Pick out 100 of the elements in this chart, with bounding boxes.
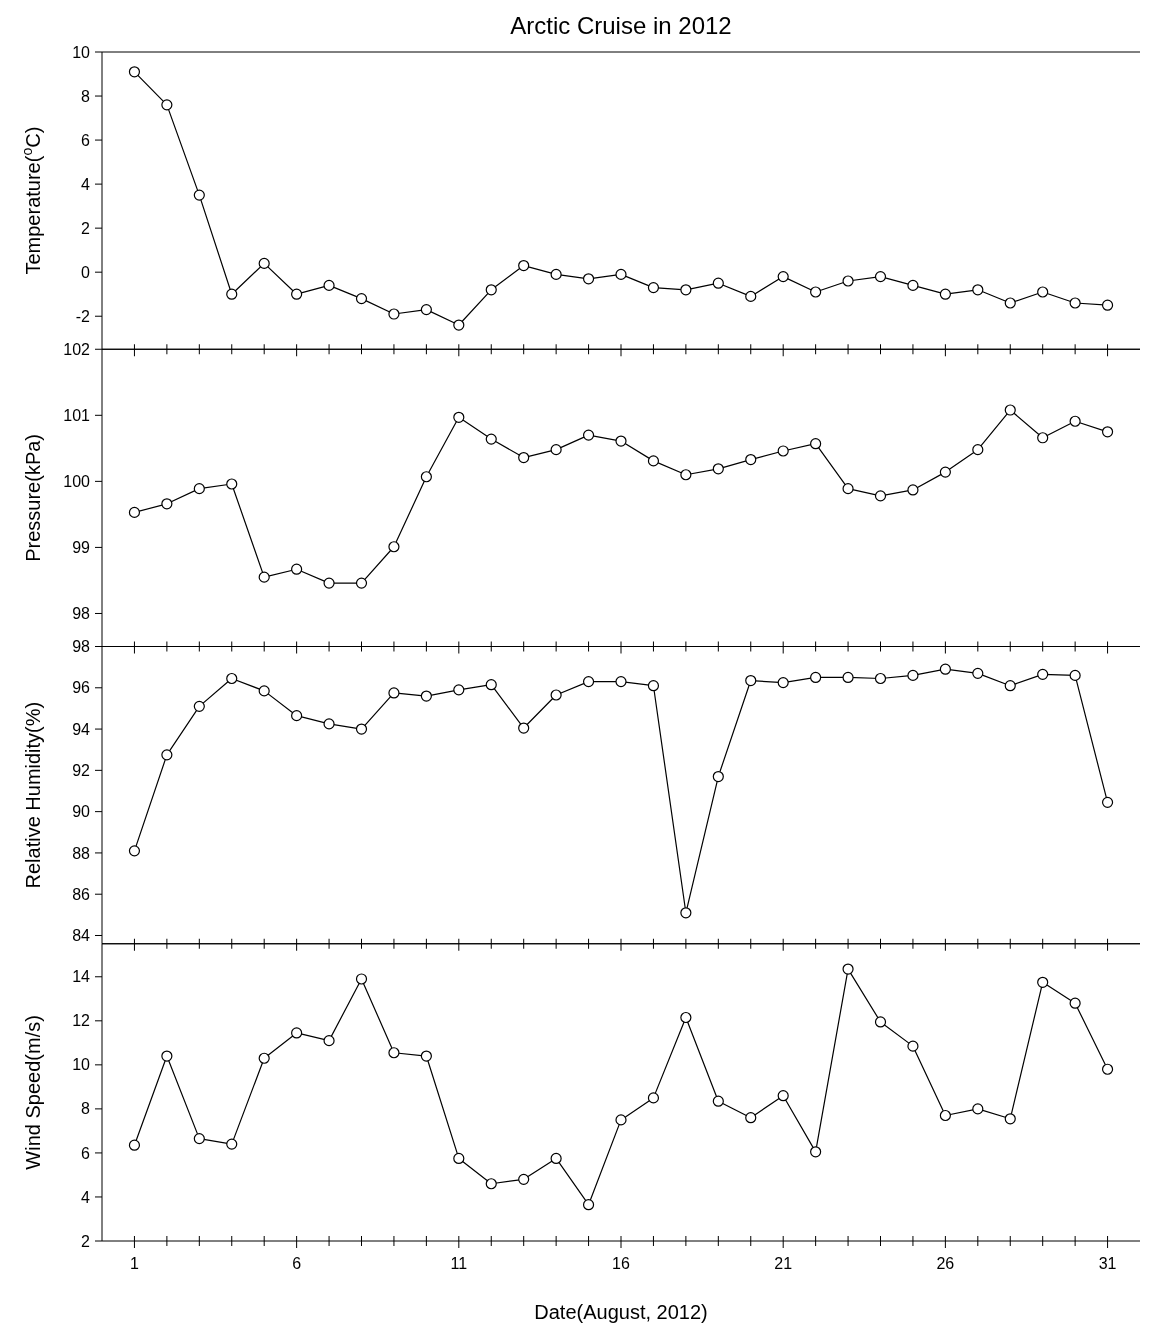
point [907,1040,919,1052]
point [291,563,303,575]
chart-title: Arctic Cruise in 2012 [510,12,732,39]
point [939,466,951,478]
y-tick-label: 86 [72,885,91,903]
y-tick-label: 98 [72,605,91,623]
y-tick-label: 8 [81,87,91,105]
point [647,455,660,467]
y-tick-label: 101 [63,406,91,424]
y-tick-label: -2 [75,307,91,325]
point [810,671,822,684]
y-tick-label: 4 [81,175,91,193]
point [550,1152,562,1165]
point [907,484,919,496]
point [258,685,270,697]
point [874,490,887,502]
point [323,1035,335,1047]
point [420,690,432,702]
point [193,483,205,495]
point [161,749,173,761]
point [1037,286,1049,298]
x-axis-title: Date(August, 2012) [534,1301,708,1323]
point [226,288,238,300]
point [485,284,497,296]
point [355,293,368,305]
point [615,435,627,447]
point [712,463,724,475]
point [1004,680,1016,692]
point [647,680,660,692]
point [777,270,789,283]
point [842,275,854,287]
x-tick-label: 6 [292,1255,302,1272]
point [972,444,984,456]
point [1037,432,1049,444]
point [258,571,270,583]
point [355,577,368,589]
x-tick-label: 1 [129,1255,139,1272]
point [518,1173,530,1185]
point [128,506,141,519]
point [355,973,368,985]
y-axis-title: Wind Speed(m/s) [22,1015,44,1170]
y-axis-title: Pressure(kPa) [22,433,44,562]
point [712,277,724,289]
y-tick-label: 10 [72,1056,91,1074]
point [291,710,303,722]
point [388,541,400,553]
point [550,689,562,701]
y-tick-label: 8 [81,1100,91,1118]
y-tick-label: 2 [81,219,91,237]
point [258,257,270,269]
point [291,288,303,300]
point [1037,976,1049,988]
y-tick-label: 98 [72,638,91,656]
point [258,1052,270,1064]
point [1004,1113,1016,1125]
point [615,675,627,688]
point [193,189,205,201]
y-axis-title: Relative Humidity(%) [22,701,44,889]
point [420,471,432,483]
point [647,282,660,294]
y-tick-label: 94 [72,720,91,738]
point [874,270,887,283]
point [582,1199,595,1211]
point [453,411,465,423]
y-tick-label: 2 [81,1232,91,1250]
point [388,1047,400,1059]
y-tick-label: 14 [72,968,91,986]
point [485,433,497,445]
y-tick-label: 92 [72,761,91,779]
point [907,669,919,681]
point [128,1139,141,1151]
point [161,99,173,111]
y-tick-label: 88 [72,844,91,862]
point [810,286,822,298]
point [745,290,757,303]
point [1101,796,1114,808]
point [712,770,724,783]
point [388,308,400,320]
point [161,498,173,510]
point [323,577,335,589]
x-tick-label: 26 [936,1255,955,1272]
point [972,1103,984,1115]
point [615,1114,627,1126]
point [842,963,854,975]
y-tick-label: 12 [72,1012,91,1030]
point [1004,404,1016,416]
point [874,1016,887,1028]
x-tick-label: 31 [1098,1255,1117,1272]
y-tick-label: 6 [81,131,91,149]
point [485,1178,497,1190]
point [518,259,530,272]
point [323,279,335,291]
point [193,1133,205,1145]
point [647,1092,660,1104]
point [128,845,141,857]
point [745,674,757,687]
point [777,1090,789,1102]
y-tick-label: 0 [81,263,91,281]
point [842,483,854,495]
point [972,284,984,296]
